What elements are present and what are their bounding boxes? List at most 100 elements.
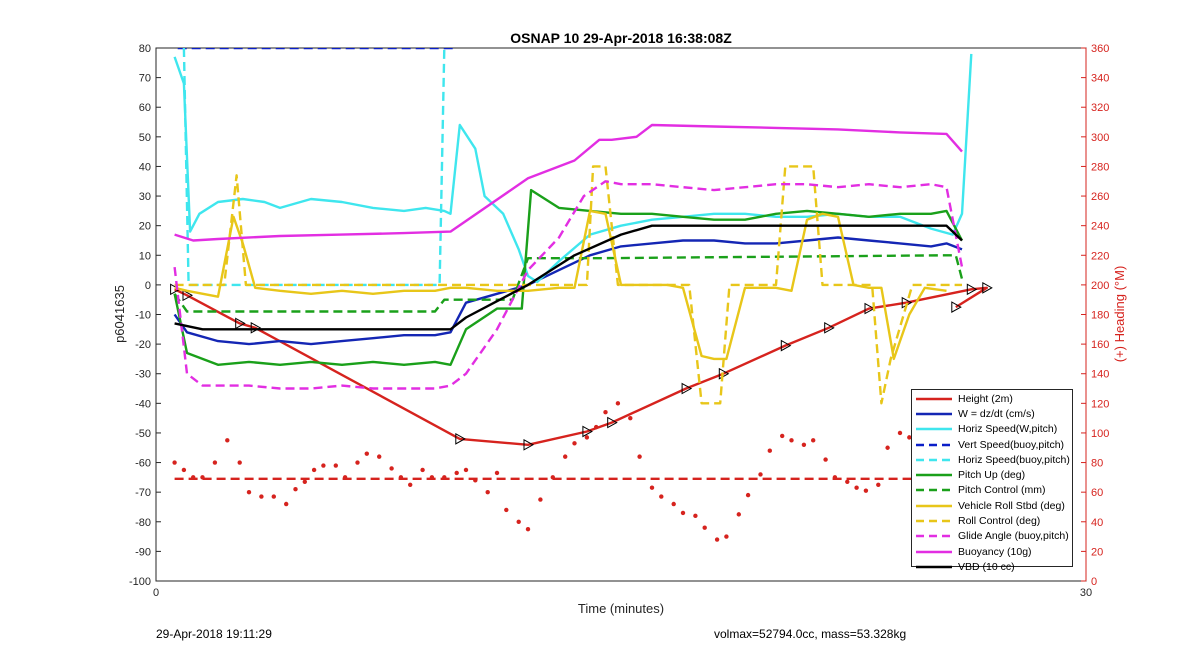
series-point-heading [823,457,828,462]
y-tick-label: 70 [139,73,151,85]
series-point-heading [649,485,655,490]
height-marker [864,302,876,315]
y-tick-label: -10 [135,310,151,322]
series-line-roll-control-deg [174,165,962,405]
y-tick-label: 60 [139,102,151,114]
legend-label: Height (2m) [958,392,1013,405]
series-point-heading [271,494,276,499]
legend-label: Horiz Speed(W,pitch) [958,423,1058,436]
legend-item: VBD (10 cc) [912,559,1072,574]
y2-tick-label: 260 [1091,191,1109,203]
y-tick-label: 50 [139,132,151,144]
legend-label: Pitch Up (deg) [958,469,1026,482]
y-tick-label: 30 [139,191,151,203]
series-point-heading [714,537,720,542]
series-point-heading [628,415,633,421]
series-point-heading [333,463,338,468]
series-line-horiz-speed-w-pitch [173,53,973,284]
series-point-heading [745,492,751,498]
series-point-heading [355,460,360,465]
y2-tick-label: 200 [1091,280,1109,292]
footer-volmax-mass: volmax=52794.0cc, mass=53.328kg [714,627,907,641]
series-point-heading [191,475,196,480]
series-point-heading [885,445,890,450]
y-tick-label: -20 [135,339,151,351]
height-marker [235,317,246,330]
series-point-heading [225,438,230,443]
y-tick-label: -80 [135,517,151,529]
series-point-heading [693,513,698,519]
legend-label: Buoyancy (10g) [958,545,1032,558]
series-point-heading [525,526,531,532]
series-point-heading [876,482,881,487]
series-line-vbd-10-cc [174,224,963,331]
series-point-heading [212,460,218,465]
series-point-heading [724,534,729,539]
series-point-heading [563,454,568,459]
legend-swatch [916,458,952,462]
series-point-heading [259,494,264,499]
y-tick-label: -40 [135,398,151,410]
legend-label: Glide Angle (buoy,pitch) [958,530,1069,543]
y2-tick-label: 120 [1091,398,1109,410]
legend-item: Pitch Up (deg) [912,467,1072,482]
y2-tick-label: 0 [1091,576,1097,588]
y-tick-label: -60 [135,458,151,470]
series-line-buoyancy-10g [174,123,963,242]
legend-item: W = dz/dt (cm/s) [912,406,1072,421]
y2-tick-label: 160 [1091,339,1109,351]
series-point-heading [659,494,664,499]
legend-item: Buoyancy (10g) [912,544,1072,559]
series-point-heading [454,470,459,476]
y-tick-label: -50 [135,428,151,440]
legend-label: W = dz/dt (cm/s) [958,407,1035,420]
series-point-heading [811,438,816,443]
series-point-heading [758,472,763,477]
series-point-heading [538,497,543,502]
legend-label: VBD (10 cc) [958,560,1015,573]
y2-tick-label: 60 [1091,487,1103,499]
legend-item: Horiz Speed(buoy,pitch) [912,452,1072,467]
height-marker [455,433,466,445]
series-point-heading [364,451,369,456]
y-tick-label: 20 [139,221,151,233]
series-point-heading [473,478,478,483]
y2-tick-label: 100 [1091,428,1109,440]
series-line-pitch-control-mm [173,254,964,313]
height-marker [523,438,535,451]
series-point-heading [442,475,447,480]
y-tick-label: 0 [145,280,151,292]
series-point-heading [767,448,772,453]
legend-swatch [916,473,952,477]
series-point-heading [832,475,838,480]
series-layer [170,48,993,542]
series-point-heading [485,489,490,495]
y-tick-label: -30 [135,369,151,381]
series-point-heading [801,442,807,447]
legend-swatch [916,397,952,400]
series-point-heading [845,479,850,485]
series-point-heading [603,410,608,415]
legend-swatch [916,427,952,431]
series-line-pitch-up-deg [173,188,964,366]
legend-swatch [916,519,952,523]
y-tick-label: -90 [135,546,151,558]
x-tick-label: 0 [153,587,159,599]
series-point-heading [172,460,177,465]
y-tick-label: -100 [129,576,151,588]
height-marker [982,282,993,294]
y2-tick-label: 240 [1091,221,1109,233]
y2-tick-label: 20 [1091,546,1103,558]
height-marker [681,382,693,395]
legend-swatch [916,504,952,508]
legend-label: Horiz Speed(buoy,pitch) [958,453,1070,466]
series-point-heading [181,467,187,473]
series-point-heading [504,507,509,513]
legend: Height (2m) W = dz/dt (cm/s) Horiz Speed(W… [911,389,1073,573]
series-line-horiz-speed-buoy-pitch [182,48,446,287]
series-point-heading [897,430,903,436]
series-line-vehicle-roll-stbd-deg [174,209,947,361]
height-marker [824,321,835,334]
legend-item: Horiz Speed(W,pitch) [912,422,1072,437]
legend-swatch [916,489,952,492]
